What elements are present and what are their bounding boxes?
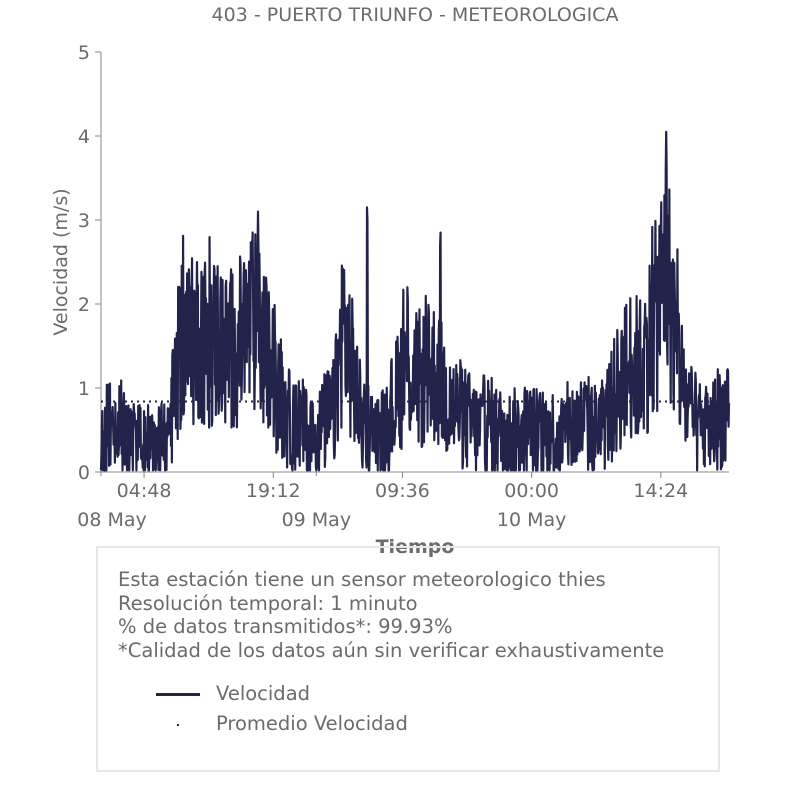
info-line-resolution: Resolución temporal: 1 minuto <box>118 591 418 615</box>
x-axis-date-labels: 08 May 09 May 10 May <box>77 472 566 531</box>
x-tick-label: 09:36 <box>375 480 430 502</box>
y-tick-label: 3 <box>78 210 90 232</box>
x-tick-label: 14:24 <box>633 480 688 502</box>
legend-dot-swatch <box>177 724 179 726</box>
x-tick-label: 19:12 <box>246 480 301 502</box>
y-axis-ticks: 0 1 2 3 4 5 <box>78 42 101 484</box>
x-tick-label: 00:00 <box>504 480 559 502</box>
info-line-quality: *Calidad de los datos aún sin verificar … <box>118 638 665 662</box>
y-tick-label: 4 <box>78 126 90 148</box>
info-line-sensor: Esta estación tiene un sensor meteorolog… <box>118 568 606 591</box>
x-date-label: 08 May <box>77 509 147 531</box>
y-tick-label: 1 <box>78 378 90 400</box>
y-tick-label: 0 <box>78 462 90 484</box>
series-velocidad <box>99 130 731 472</box>
info-text: Esta estación tiene un sensor meteorolog… <box>118 568 664 662</box>
chart-title: 403 - PUERTO TRIUNFO - METEOROLOGICA <box>212 4 619 26</box>
legend-label-velocidad: Velocidad <box>216 682 311 705</box>
info-box: Esta estación tiene un sensor meteorolog… <box>96 546 720 772</box>
x-date-label: 10 May <box>497 509 567 531</box>
x-axis-ticks: 04:48 19:12 09:36 00:00 14:24 <box>117 472 688 502</box>
x-tick-label: 04:48 <box>117 480 172 502</box>
y-tick-label: 5 <box>78 42 90 64</box>
legend-label-promedio: Promedio Velocidad <box>216 712 408 735</box>
info-line-transmitted: % de datos transmitidos*: 99.93% <box>118 615 453 638</box>
y-tick-label: 2 <box>78 294 90 316</box>
y-axis-label: Velocidad (m/s) <box>50 188 72 335</box>
x-date-label: 09 May <box>282 509 352 531</box>
legend-line-swatch <box>156 693 200 696</box>
